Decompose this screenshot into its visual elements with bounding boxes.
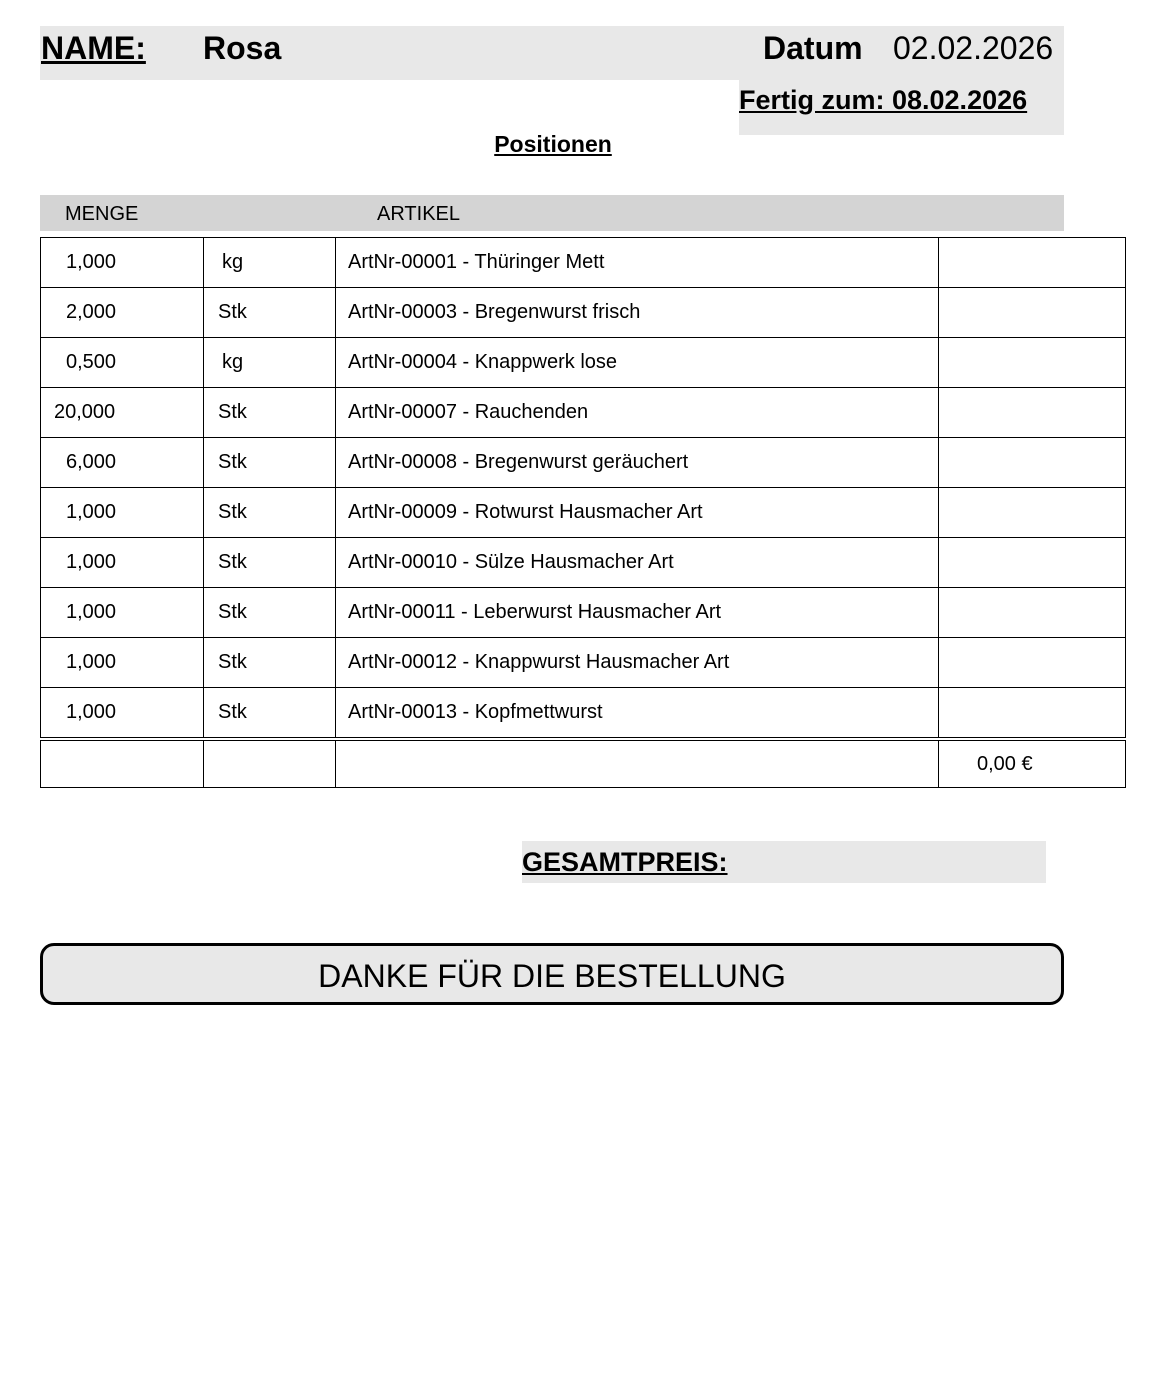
table-row: 2,000 Stk ArtNr-00003 - Bregenwurst fris…: [40, 287, 1126, 338]
unit-cell: Stk: [203, 637, 336, 688]
column-header: MENGE ARTIKEL: [40, 195, 1064, 231]
article-cell: ArtNr-00001 - Thüringer Mett: [335, 237, 939, 288]
unit: Stk: [218, 551, 247, 573]
date-label: Datum: [763, 30, 863, 66]
quantity: 1,000: [66, 601, 117, 623]
empty-cell: [203, 737, 336, 788]
unit: Stk: [218, 701, 247, 723]
price-cell: [938, 687, 1126, 740]
unit-cell: Stk: [203, 487, 336, 538]
article-cell: ArtNr-00010 - Sülze Hausmacher Art: [335, 537, 939, 588]
unit: Stk: [218, 501, 247, 523]
quantity-cell: 1,000: [40, 637, 204, 688]
article-cell: ArtNr-00007 - Rauchenden: [335, 387, 939, 438]
unit: Stk: [218, 401, 247, 423]
unit: Stk: [218, 651, 247, 673]
unit-cell: Stk: [203, 287, 336, 338]
price-cell: [938, 237, 1126, 288]
unit: Stk: [218, 601, 247, 623]
quantity-cell: 20,000: [40, 387, 204, 438]
table-row: 1,000 kg ArtNr-00001 - Thüringer Mett: [40, 237, 1126, 288]
section-title: Positionen: [494, 131, 612, 157]
total-amount: 0,00 €: [977, 752, 1033, 775]
unit: Stk: [218, 301, 247, 323]
unit-cell: kg: [203, 337, 336, 388]
table-row: 1,000 Stk ArtNr-00012 - Knappwurst Hausm…: [40, 637, 1126, 688]
unit: kg: [222, 251, 244, 273]
unit-cell: Stk: [203, 387, 336, 438]
unit-cell: Stk: [203, 587, 336, 638]
unit-cell: Stk: [203, 537, 336, 588]
price-cell: [938, 637, 1126, 688]
quantity: 1,000: [66, 551, 117, 573]
price-cell: [938, 587, 1126, 638]
quantity-cell: 1,000: [40, 587, 204, 638]
quantity: 2,000: [66, 301, 117, 323]
quantity-cell: 6,000: [40, 437, 204, 488]
quantity: 1,000: [66, 251, 117, 273]
total-cell: 0,00 €: [938, 737, 1126, 788]
price-cell: [938, 287, 1126, 338]
quantity-cell: 1,000: [40, 487, 204, 538]
article-cell: ArtNr-00009 - Rotwurst Hausmacher Art: [335, 487, 939, 538]
article-cell: ArtNr-00008 - Bregenwurst geräuchert: [335, 437, 939, 488]
price-cell: [938, 537, 1126, 588]
empty-cell: [40, 737, 204, 788]
unit-cell: Stk: [203, 687, 336, 740]
price-cell: [938, 337, 1126, 388]
quantity: 0,500: [66, 351, 117, 373]
table-row: 1,000 Stk ArtNr-00009 - Rotwurst Hausmac…: [40, 487, 1126, 538]
article-cell: ArtNr-00011 - Leberwurst Hausmacher Art: [335, 587, 939, 638]
column-menge: MENGE: [65, 203, 139, 225]
unit-cell: kg: [203, 237, 336, 288]
quantity-cell: 1,000: [40, 687, 204, 740]
header-band: [40, 26, 1064, 80]
price-cell: [938, 387, 1126, 438]
column-artikel: ARTIKEL: [377, 203, 460, 225]
quantity-cell: 1,000: [40, 537, 204, 588]
table-row: 1,000 Stk ArtNr-00010 - Sülze Hausmacher…: [40, 537, 1126, 588]
quantity-cell: 2,000: [40, 287, 204, 338]
order-date: 02.02.2026: [893, 30, 1054, 66]
ready-date: Fertig zum: 08.02.2026: [739, 85, 1028, 115]
table-row: 1,000 Stk ArtNr-00011 - Leberwurst Hausm…: [40, 587, 1126, 638]
price-cell: [938, 487, 1126, 538]
total-price-box: GESAMTPREIS:: [522, 841, 1046, 883]
ready-date-box: Fertig zum: 08.02.2026: [739, 80, 1064, 135]
table-row: 1,000 Stk ArtNr-00013 - Kopfmettwurst: [40, 687, 1126, 740]
article-cell: ArtNr-00003 - Bregenwurst frisch: [335, 287, 939, 338]
table-row: 6,000 Stk ArtNr-00008 - Bregenwurst gerä…: [40, 437, 1126, 488]
quantity-cell: 1,000: [40, 237, 204, 288]
quantity: 1,000: [66, 651, 117, 673]
total-price-label: GESAMTPREIS:: [522, 847, 728, 877]
article-cell: ArtNr-00013 - Kopfmettwurst: [335, 687, 939, 740]
unit: Stk: [218, 451, 247, 473]
quantity: 6,000: [66, 451, 117, 473]
thank-you-banner: DANKE FÜR DIE BESTELLUNG: [40, 943, 1064, 1005]
empty-cell: [335, 737, 939, 788]
quantity-cell: 0,500: [40, 337, 204, 388]
price-cell: [938, 437, 1126, 488]
quantity: 1,000: [66, 701, 117, 723]
quantity: 20,000: [54, 401, 116, 423]
table-row: 0,500 kg ArtNr-00004 - Knappwerk lose: [40, 337, 1126, 388]
unit: kg: [222, 351, 244, 373]
positions-table: 1,000 kg ArtNr-00001 - Thüringer Mett 2,…: [40, 237, 1126, 788]
article-cell: ArtNr-00012 - Knappwurst Hausmacher Art: [335, 637, 939, 688]
total-row: 0,00 €: [40, 737, 1126, 788]
unit-cell: Stk: [203, 437, 336, 488]
name-label: NAME:: [41, 30, 146, 66]
customer-name: Rosa: [203, 30, 282, 66]
article-cell: ArtNr-00004 - Knappwerk lose: [335, 337, 939, 388]
table-row: 20,000 Stk ArtNr-00007 - Rauchenden: [40, 387, 1126, 438]
quantity: 1,000: [66, 501, 117, 523]
